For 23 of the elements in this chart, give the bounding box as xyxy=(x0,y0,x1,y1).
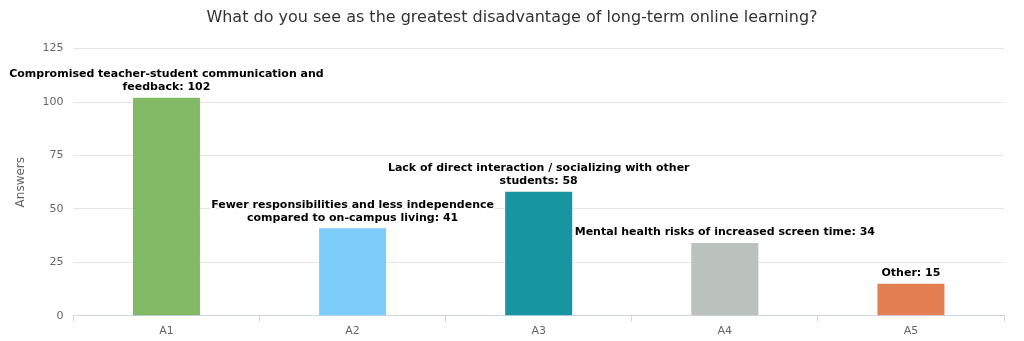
bar xyxy=(132,97,200,316)
bar xyxy=(505,191,573,316)
x-tick-label: A1 xyxy=(159,324,174,338)
bar xyxy=(877,283,945,316)
data-label: Other: 15 xyxy=(881,266,941,280)
x-tick-label: A5 xyxy=(903,324,919,338)
bar xyxy=(319,228,387,316)
y-axis-title: Answers xyxy=(13,156,28,208)
y-tick-label: 100 xyxy=(42,94,64,108)
y-tick-label: 75 xyxy=(49,148,64,162)
y-tick-label: 50 xyxy=(49,201,64,215)
data-label: Lack of direct interaction / socializing with other students: 58 xyxy=(387,161,691,188)
chart-title: What do you see as the greatest disadvantage of long-term online learning? xyxy=(205,6,819,28)
y-tick-label: 0 xyxy=(56,308,64,322)
x-tick-label: A4 xyxy=(717,324,733,338)
bar xyxy=(691,243,759,316)
x-tick-label: A3 xyxy=(531,324,546,338)
data-label: Fewer responsibilities and less independence compared to on-campus living: 41 xyxy=(211,197,494,224)
data-label: Mental health risks of increased screen time: 34 xyxy=(574,225,876,239)
data-label: Compromised teacher-student communication and feedback: 102 xyxy=(9,67,324,94)
y-tick-label: 25 xyxy=(49,255,64,269)
x-tick-label: A2 xyxy=(345,324,360,338)
y-tick-label: 125 xyxy=(42,41,64,55)
